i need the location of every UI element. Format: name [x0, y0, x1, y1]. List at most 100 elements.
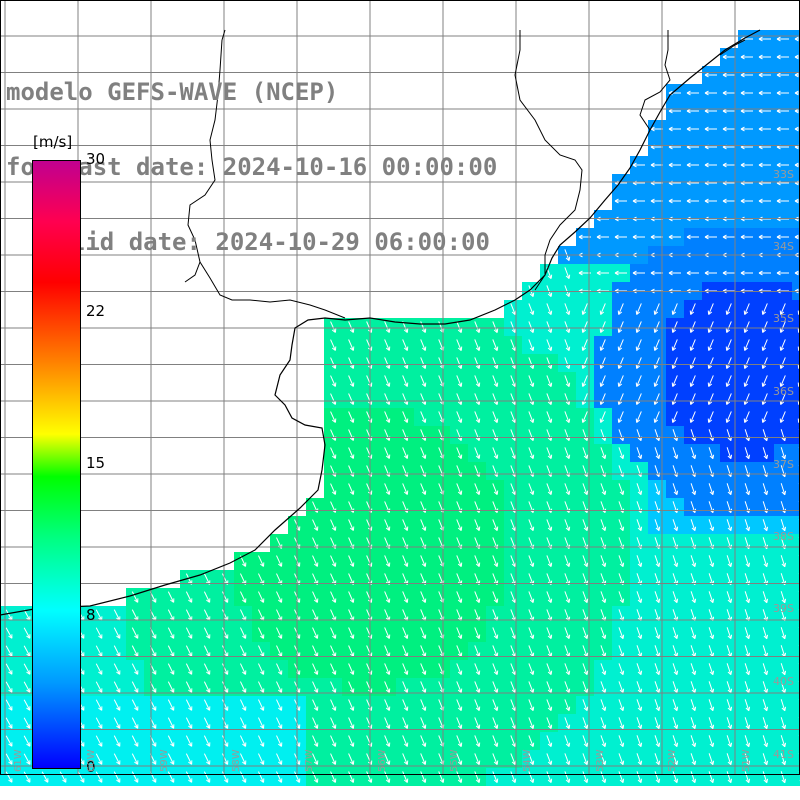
wind-arrow-head — [511, 707, 516, 711]
wind-arrow-head — [529, 311, 534, 315]
wind-arrow-head — [676, 742, 679, 747]
wind-arrow-head — [726, 329, 731, 333]
wind-arrow-head — [547, 527, 552, 531]
colorbar-tick-30: 30 — [86, 150, 106, 168]
wind-arrow — [708, 573, 714, 585]
wind-arrow-head — [586, 760, 589, 765]
wind-arrow — [402, 645, 408, 657]
wind-arrow — [510, 303, 516, 315]
wind-arrow — [167, 681, 175, 693]
colorbar-tick-0: 0 — [86, 758, 96, 776]
wind-arrow — [276, 555, 282, 567]
wind-arrow — [636, 357, 642, 369]
wind-arrow-head — [385, 365, 390, 369]
wind-arrow-head — [529, 635, 534, 639]
wind-arrow-head — [493, 527, 498, 531]
wind-arrow — [528, 771, 534, 783]
wind-arrow — [492, 627, 498, 639]
wind-arrow — [276, 627, 282, 639]
wind-arrow — [672, 735, 678, 747]
wind-arrow-head — [511, 401, 516, 405]
wind-arrow — [366, 411, 372, 423]
lat-label-37s: 37S — [773, 458, 794, 471]
wind-arrow-head — [170, 779, 174, 783]
wind-arrow-head — [730, 688, 733, 693]
wind-arrow-head — [744, 419, 749, 423]
wind-arrow-head — [766, 760, 769, 765]
wind-arrow-head — [622, 670, 625, 675]
wind-arrow-head — [730, 778, 733, 783]
wind-arrow — [708, 699, 714, 711]
lon-label-59w: 59W — [159, 749, 170, 772]
wind-arrow — [330, 771, 336, 783]
wind-arrow-head — [776, 38, 781, 42]
wind-arrow — [474, 555, 480, 567]
wind-arrow-head — [640, 454, 643, 459]
wind-arrow-head — [224, 725, 228, 729]
wind-arrow — [564, 303, 570, 315]
wind-arrow-head — [618, 365, 623, 369]
wind-arrow-head — [691, 491, 696, 496]
wind-arrow — [726, 573, 732, 585]
wind-arrow-head — [619, 761, 624, 766]
wind-arrow-head — [331, 401, 336, 405]
wind-cell — [792, 516, 800, 534]
wind-arrow — [744, 735, 750, 747]
wind-arrow — [348, 663, 354, 675]
wind-arrow-head — [673, 635, 678, 640]
wind-arrow-head — [619, 725, 624, 730]
wind-arrow — [780, 735, 786, 747]
wind-arrow — [726, 627, 732, 639]
wind-arrow — [221, 681, 229, 693]
wind-arrow-head — [730, 742, 733, 747]
wind-arrow-head — [583, 563, 588, 568]
wind-arrow-head — [676, 454, 679, 459]
wind-arrow-head — [547, 383, 552, 387]
wind-arrow-head — [493, 671, 498, 675]
wind-arrow-head — [98, 653, 103, 657]
wind-arrow-head — [748, 724, 751, 729]
wind-arrow — [492, 429, 498, 441]
wind-arrow-head — [763, 491, 768, 496]
wind-arrow-head — [600, 311, 605, 315]
wind-arrow-head — [709, 671, 714, 676]
wind-arrow-head — [134, 671, 138, 675]
wind-arrow-head — [658, 724, 661, 729]
wind-arrow-head — [260, 671, 264, 675]
wind-arrow — [510, 429, 516, 441]
wind-arrow-head — [730, 526, 733, 531]
wind-arrow — [528, 735, 534, 747]
wind-arrow — [366, 573, 372, 585]
wind-arrow-head — [758, 56, 763, 60]
wind-arrow-head — [614, 236, 619, 240]
wind-arrow — [636, 771, 642, 783]
wind-arrow — [95, 771, 103, 783]
wind-arrow-head — [331, 707, 336, 711]
wind-arrow — [510, 339, 516, 351]
wind-arrow-head — [349, 329, 354, 333]
wind-arrow — [762, 753, 768, 765]
wind-arrow-head — [568, 382, 571, 387]
wind-arrow-head — [565, 329, 570, 333]
wind-arrow-head — [475, 743, 480, 747]
wind-arrow-head — [188, 761, 192, 765]
wind-arrow — [564, 609, 570, 621]
wind-arrow-head — [694, 760, 697, 765]
wind-arrow — [510, 753, 516, 765]
wind-arrow-head — [80, 761, 85, 765]
wind-arrow — [384, 699, 390, 711]
wind-arrow-head — [242, 779, 246, 783]
wind-arrow — [510, 465, 516, 477]
wind-arrow — [420, 519, 426, 531]
wind-arrow — [312, 645, 318, 657]
wind-arrow — [654, 609, 660, 621]
wind-arrow — [456, 681, 462, 693]
wind-arrow-head — [748, 706, 751, 711]
wind-arrow — [185, 627, 193, 639]
wind-arrow-head — [658, 490, 661, 495]
wind-arrow-head — [619, 527, 624, 532]
wind-arrow — [636, 717, 642, 729]
wind-arrow-head — [604, 760, 607, 765]
wind-arrow — [366, 645, 372, 657]
wind-arrow-head — [781, 779, 786, 784]
